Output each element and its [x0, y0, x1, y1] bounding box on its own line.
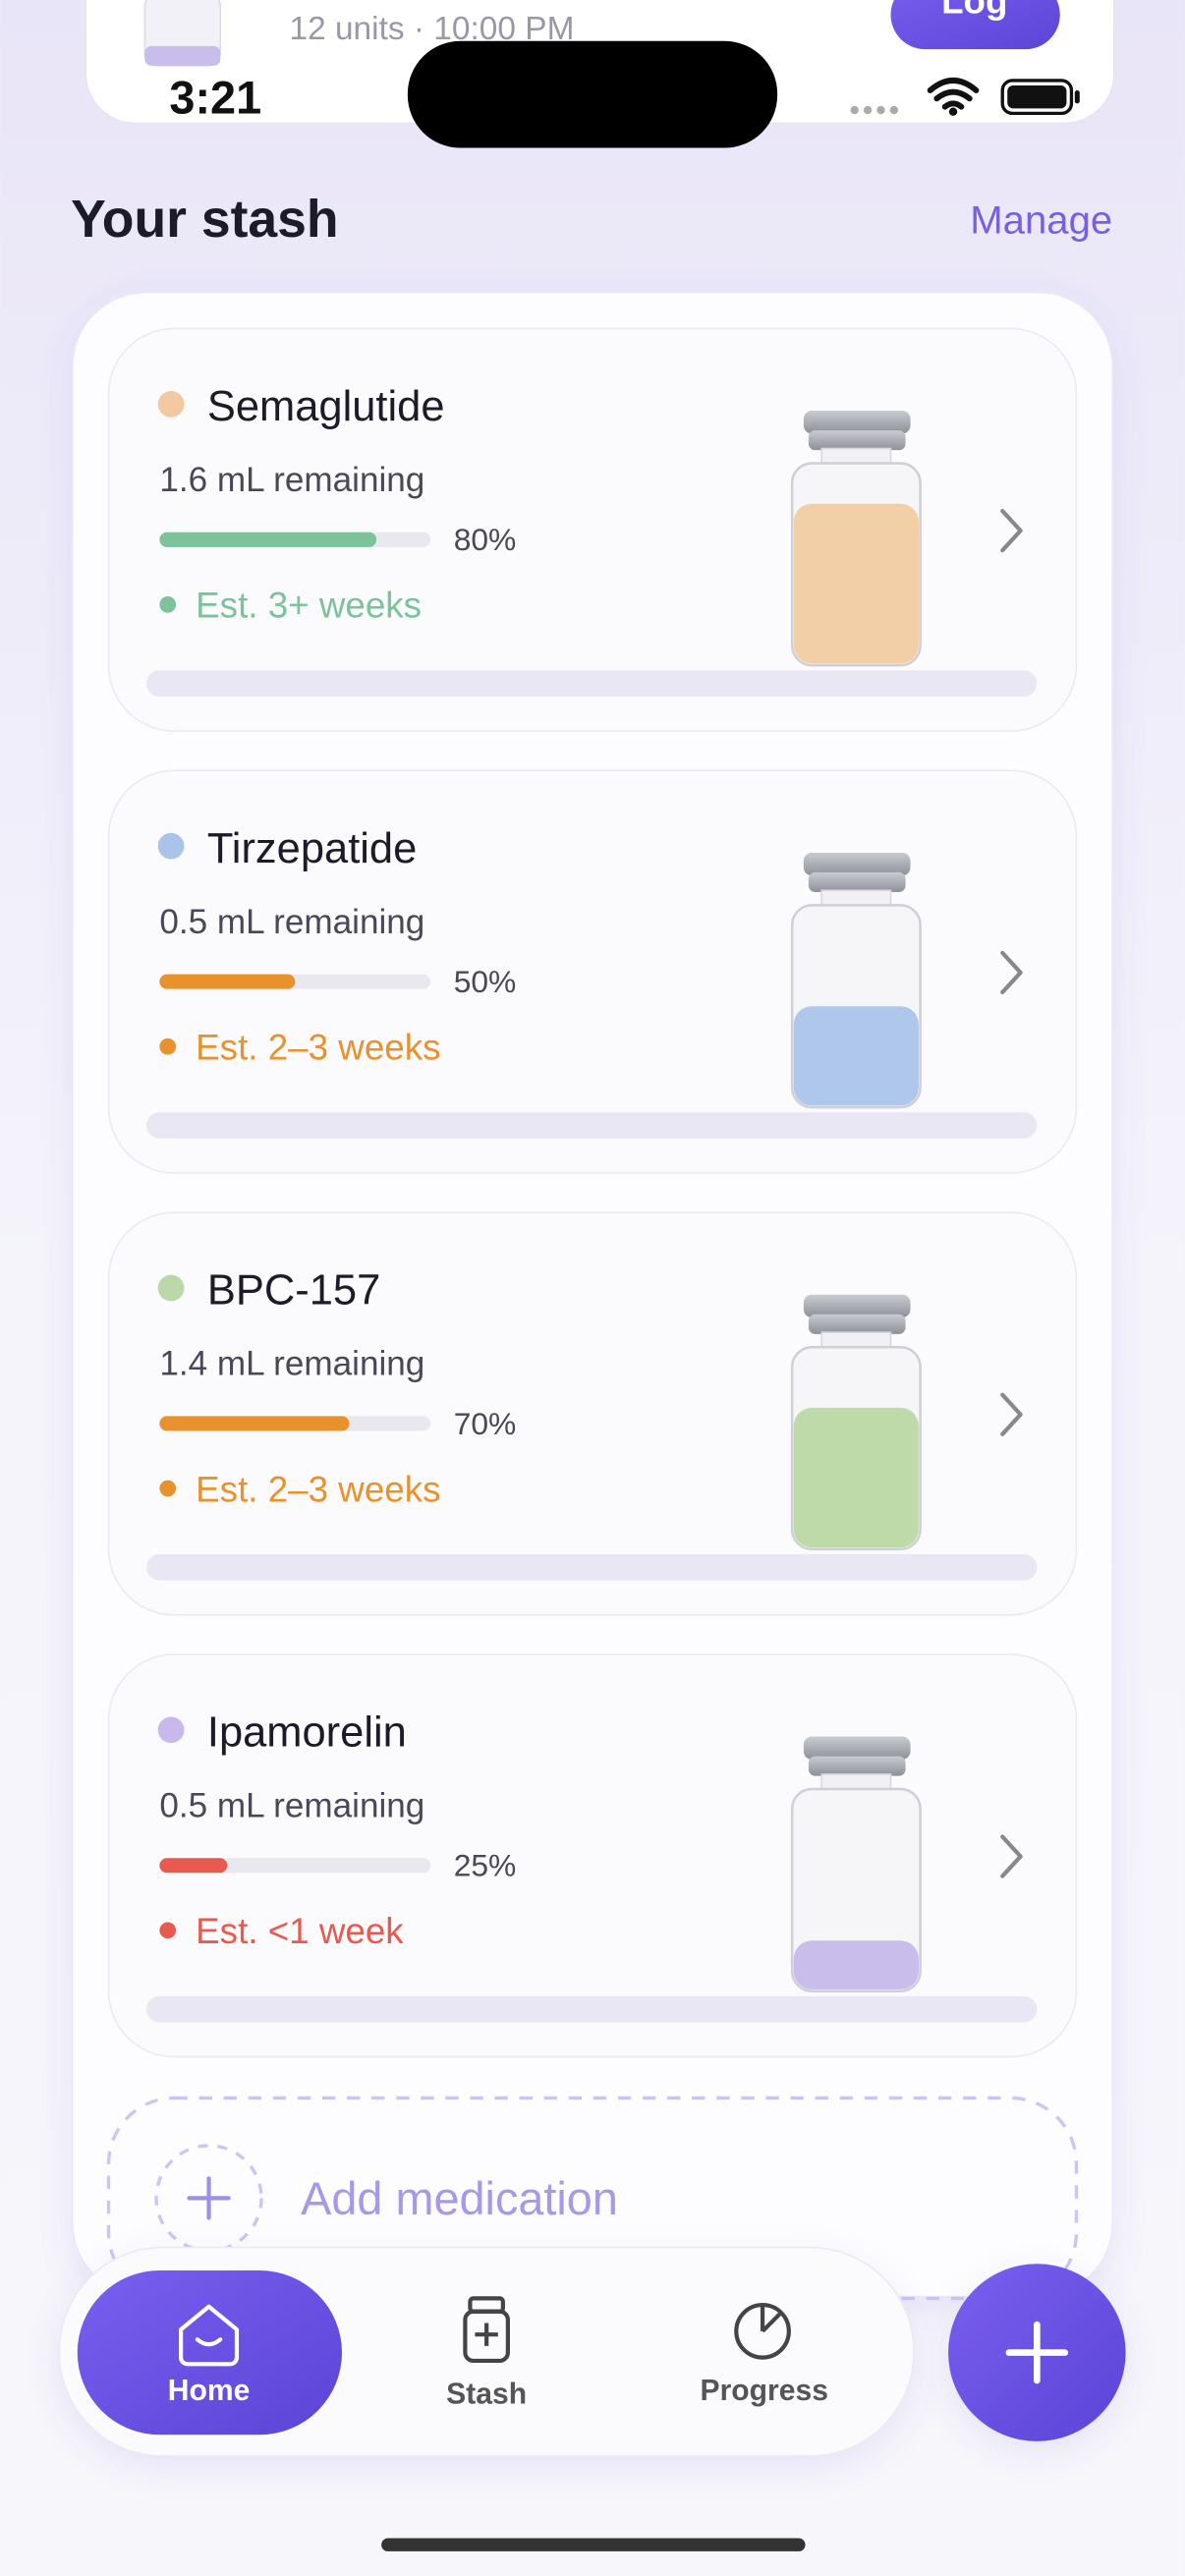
- level-bar: [159, 974, 296, 989]
- vial-liquid: [793, 1940, 919, 1990]
- medication-card[interactable]: Semaglutide 1.6 mL remaining 80% Est. 3+ we…: [107, 327, 1078, 732]
- level-bar: [159, 532, 377, 547]
- level-bar: [159, 1858, 228, 1874]
- vial-cap: [808, 871, 906, 893]
- status-dot: [159, 596, 177, 613]
- vial-cap: [803, 411, 911, 434]
- vial-cap: [803, 1736, 911, 1760]
- medication-name: BPC-157: [207, 1267, 380, 1315]
- estimate: Est. <1 week: [196, 1911, 404, 1951]
- medication-name: Semaglutide: [207, 383, 445, 430]
- level-label: 50%: [454, 964, 517, 999]
- medication-card[interactable]: Tirzepatide 0.5 mL remaining 50% Est. 2–3 w…: [107, 769, 1078, 1174]
- add-medication-label[interactable]: Add medication: [301, 2173, 618, 2224]
- remaining: 1.6 mL remaining: [159, 461, 424, 499]
- shelf: [145, 1995, 1038, 2023]
- medication-name: Tirzepatide: [207, 825, 417, 872]
- status-dot: [159, 1922, 177, 1939]
- status-dot: [159, 1037, 177, 1055]
- medication-list: Semaglutide 1.6 mL remaining 80% Est. 3+ we…: [107, 327, 1078, 2058]
- home-tab[interactable]: [77, 2269, 342, 2436]
- vial-cap: [808, 1314, 906, 1334]
- color-dot: [157, 1716, 185, 1744]
- vial-cap: [803, 852, 911, 876]
- progress-tab-icon[interactable]: [734, 2302, 791, 2360]
- status-time: 3:21: [169, 72, 261, 123]
- medication-name: Ipamorelin: [207, 1709, 407, 1757]
- chevron: [1000, 1834, 1023, 1878]
- medication-card[interactable]: BPC-157 1.4 mL remaining 70% Est. 2–3 weeks: [107, 1211, 1078, 1616]
- estimate: Est. 2–3 weeks: [196, 1469, 440, 1509]
- fab[interactable]: [948, 2264, 1126, 2441]
- vial-liquid: [793, 1006, 919, 1106]
- chevron: [1000, 1392, 1023, 1436]
- home-indicator: [381, 2538, 806, 2551]
- level-bar: [159, 1416, 350, 1431]
- estimate: Est. 2–3 weeks: [196, 1028, 440, 1068]
- color-dot: [157, 1274, 185, 1302]
- tab-label[interactable]: Home: [168, 2375, 251, 2407]
- vial-liquid: [793, 1407, 919, 1548]
- shelf: [145, 1553, 1038, 1581]
- status-bar: 3:21: [169, 40, 1080, 148]
- tab-bar: Home Stash Progress: [58, 2246, 915, 2457]
- log-button-label[interactable]: Log: [941, 0, 1007, 21]
- vial-cap: [808, 1756, 906, 1776]
- remaining: 1.4 mL remaining: [159, 1345, 424, 1383]
- level-label: 70%: [454, 1406, 517, 1441]
- tab-label[interactable]: Progress: [701, 2375, 828, 2407]
- remaining: 0.5 mL remaining: [159, 903, 424, 941]
- medication-card[interactable]: Ipamorelin 0.5 mL remaining 25% Est. <1 wee…: [107, 1653, 1078, 2058]
- section-title: Your stash: [71, 191, 339, 249]
- level-label: 80%: [454, 522, 517, 557]
- manage-link[interactable]: Manage: [970, 197, 1112, 242]
- status-dot: [159, 1480, 177, 1497]
- level-track: [159, 1858, 431, 1874]
- vial-liquid: [793, 503, 919, 664]
- tab-label[interactable]: Stash: [446, 2378, 527, 2410]
- chevron: [1000, 508, 1023, 553]
- estimate: Est. 3+ weeks: [196, 586, 422, 626]
- level-label: 25%: [454, 1848, 517, 1883]
- chevron: [1000, 950, 1023, 995]
- remaining: 0.5 mL remaining: [159, 1786, 424, 1824]
- vial-cap: [803, 1294, 911, 1318]
- vial-cap: [808, 430, 906, 451]
- shelf: [145, 670, 1038, 698]
- color-dot: [157, 832, 185, 860]
- color-dot: [157, 390, 185, 418]
- stash-tab-icon[interactable]: [463, 2296, 510, 2364]
- log-button[interactable]: [890, 0, 1060, 50]
- shelf: [145, 1112, 1038, 1139]
